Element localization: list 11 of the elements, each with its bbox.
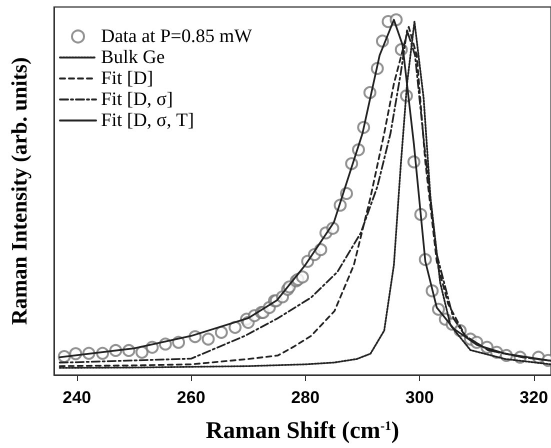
legend-label: Fit [D, σ]	[101, 89, 173, 110]
x-tick-label: 300	[405, 388, 434, 407]
legend-label: Data at P=0.85 mW	[101, 26, 252, 47]
x-tick-label: 320	[520, 388, 548, 407]
x-tick-label: 240	[62, 388, 92, 407]
y-axis-title: Raman Intensity (arb. units)	[6, 57, 32, 325]
legend-label: Fit [D]	[101, 68, 154, 89]
x-tick-label: 260	[176, 388, 206, 407]
legend-label: Fit [D, σ, T]	[101, 110, 194, 131]
legend-label: Bulk Ge	[101, 47, 165, 68]
x-tick-label: 280	[291, 388, 320, 407]
